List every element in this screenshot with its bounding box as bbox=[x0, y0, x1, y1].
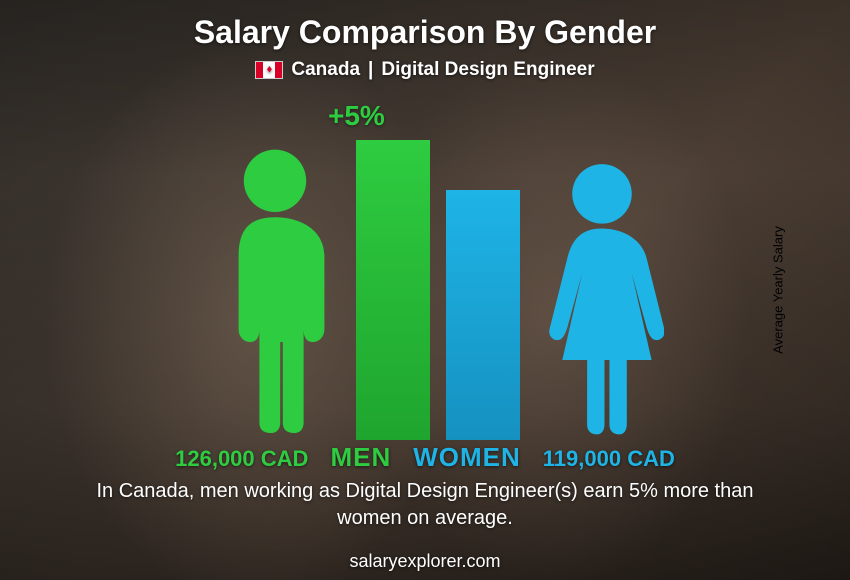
male-figure-icon bbox=[210, 140, 340, 440]
female-figure-icon bbox=[540, 156, 664, 440]
percent-difference-label: +5% bbox=[328, 100, 385, 132]
country-label: Canada bbox=[291, 59, 360, 81]
separator: | bbox=[368, 59, 373, 81]
labels-row: 126,000 CAD MEN WOMEN 119,000 CAD bbox=[0, 442, 850, 473]
male-bar bbox=[356, 140, 430, 440]
female-salary-value: 119,000 CAD bbox=[543, 446, 675, 472]
male-label: MEN bbox=[330, 442, 391, 473]
chart-area: +5% bbox=[0, 100, 850, 440]
female-label: WOMEN bbox=[413, 442, 521, 473]
subtitle-row: ♦ Canada | Digital Design Engineer bbox=[0, 59, 850, 81]
description-text: In Canada, men working as Digital Design… bbox=[70, 478, 780, 532]
footer-source: salaryexplorer.com bbox=[0, 551, 850, 572]
female-bar bbox=[446, 190, 520, 440]
y-axis-label: Average Yearly Salary bbox=[771, 226, 786, 354]
canada-flag-icon: ♦ bbox=[255, 61, 283, 79]
role-label: Digital Design Engineer bbox=[381, 59, 594, 81]
page-title: Salary Comparison By Gender bbox=[0, 0, 850, 51]
infographic-content: Salary Comparison By Gender ♦ Canada | D… bbox=[0, 0, 850, 580]
male-salary-value: 126,000 CAD bbox=[175, 446, 308, 472]
